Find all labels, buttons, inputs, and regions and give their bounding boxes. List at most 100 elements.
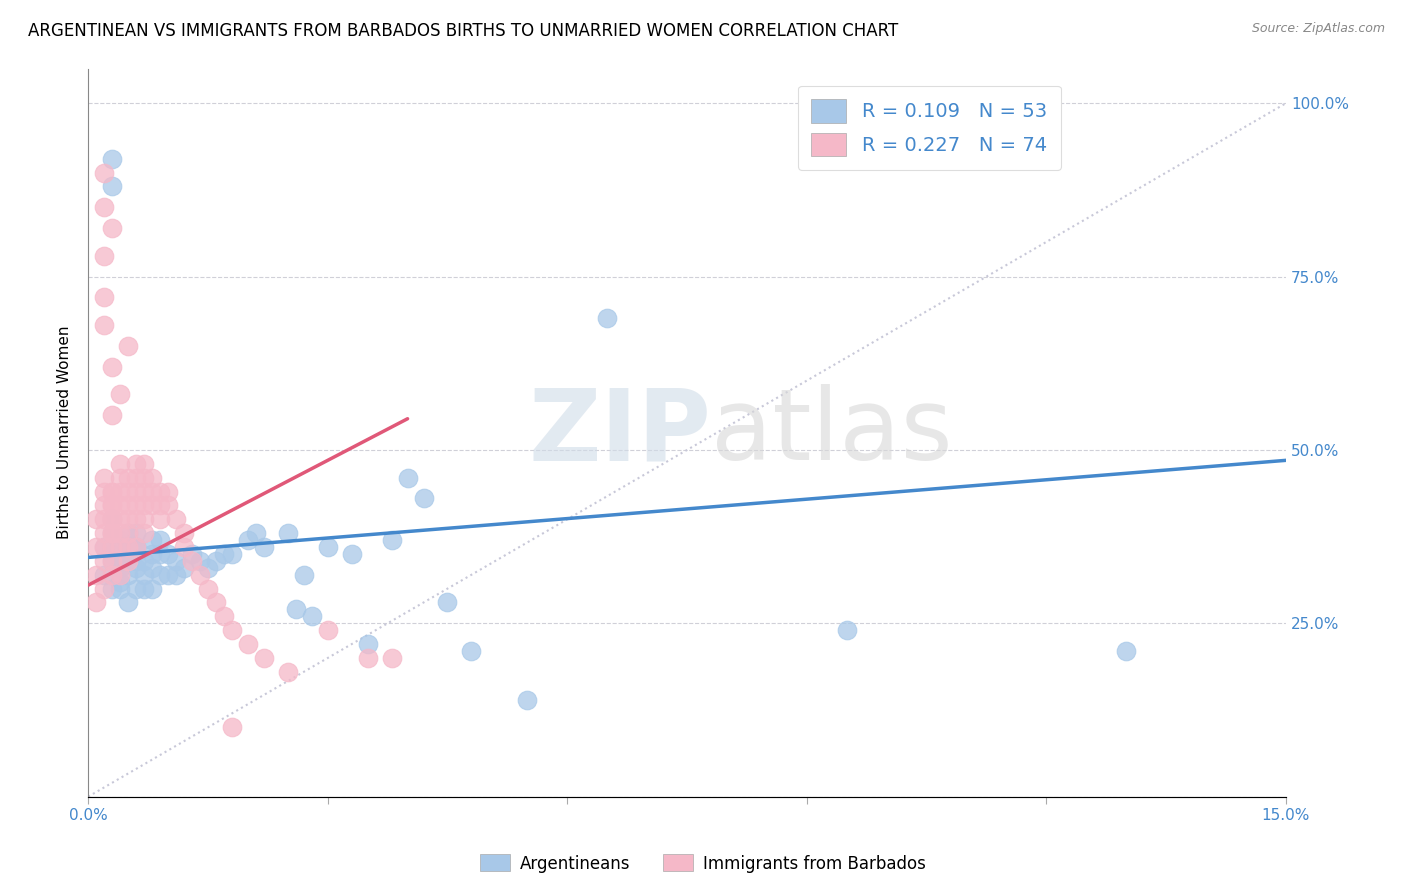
Point: [117, 499, 139, 513]
Point: [141, 499, 163, 513]
Point: [132, 582, 155, 596]
Point: [84, 512, 107, 526]
Point: [149, 533, 172, 547]
Point: [101, 152, 124, 166]
Legend: Argentineans, Immigrants from Barbados: Argentineans, Immigrants from Barbados: [472, 847, 934, 880]
Point: [173, 540, 195, 554]
Point: [132, 554, 155, 568]
Point: [108, 512, 131, 526]
Point: [93, 249, 115, 263]
Point: [181, 547, 204, 561]
Point: [132, 526, 155, 541]
Point: [221, 624, 243, 638]
Point: [141, 547, 163, 561]
Point: [93, 512, 115, 526]
Point: [93, 318, 115, 332]
Point: [381, 651, 404, 665]
Point: [93, 200, 115, 214]
Point: [93, 290, 115, 304]
Point: [108, 567, 131, 582]
Point: [165, 512, 187, 526]
Point: [117, 567, 139, 582]
Point: [117, 526, 139, 541]
Point: [149, 499, 172, 513]
Point: [212, 547, 235, 561]
Point: [108, 526, 131, 541]
Legend: R = 0.109   N = 53, R = 0.227   N = 74: R = 0.109 N = 53, R = 0.227 N = 74: [797, 86, 1060, 169]
Point: [132, 484, 155, 499]
Point: [101, 567, 124, 582]
Point: [316, 540, 339, 554]
Text: ZIP: ZIP: [529, 384, 711, 481]
Point: [93, 582, 115, 596]
Point: [125, 540, 148, 554]
Text: Source: ZipAtlas.com: Source: ZipAtlas.com: [1251, 22, 1385, 36]
Point: [236, 533, 259, 547]
Point: [165, 567, 187, 582]
Point: [316, 624, 339, 638]
Point: [125, 471, 148, 485]
Point: [108, 582, 131, 596]
Point: [93, 484, 115, 499]
Point: [108, 533, 131, 547]
Point: [117, 526, 139, 541]
Point: [188, 567, 211, 582]
Point: [84, 540, 107, 554]
Point: [221, 547, 243, 561]
Point: [253, 651, 276, 665]
Point: [173, 561, 195, 575]
Point: [101, 526, 124, 541]
Point: [101, 526, 124, 541]
Point: [396, 471, 419, 485]
Point: [101, 512, 124, 526]
Point: [125, 526, 148, 541]
Point: [101, 484, 124, 499]
Point: [108, 499, 131, 513]
Point: [93, 526, 115, 541]
Point: [101, 554, 124, 568]
Point: [93, 540, 115, 554]
Point: [141, 582, 163, 596]
Point: [117, 471, 139, 485]
Point: [236, 637, 259, 651]
Point: [141, 484, 163, 499]
Point: [101, 484, 124, 499]
Point: [156, 567, 179, 582]
Point: [165, 554, 187, 568]
Point: [108, 484, 131, 499]
Point: [277, 526, 299, 541]
Point: [93, 499, 115, 513]
Point: [596, 311, 619, 326]
Point: [132, 471, 155, 485]
Point: [197, 582, 219, 596]
Point: [84, 567, 107, 582]
Point: [356, 651, 378, 665]
Point: [117, 554, 139, 568]
Point: [101, 582, 124, 596]
Point: [125, 484, 148, 499]
Point: [101, 179, 124, 194]
Point: [117, 512, 139, 526]
Point: [221, 720, 243, 734]
Point: [132, 499, 155, 513]
Point: [301, 609, 323, 624]
Point: [125, 457, 148, 471]
Point: [93, 540, 115, 554]
Point: [84, 595, 107, 609]
Point: [245, 526, 267, 541]
Point: [93, 554, 115, 568]
Point: [125, 554, 148, 568]
Point: [149, 567, 172, 582]
Point: [101, 554, 124, 568]
Point: [108, 540, 131, 554]
Point: [205, 554, 228, 568]
Point: [125, 540, 148, 554]
Point: [101, 499, 124, 513]
Point: [125, 582, 148, 596]
Point: [101, 547, 124, 561]
Point: [108, 540, 131, 554]
Point: [205, 595, 228, 609]
Point: [101, 526, 124, 541]
Point: [188, 554, 211, 568]
Point: [141, 561, 163, 575]
